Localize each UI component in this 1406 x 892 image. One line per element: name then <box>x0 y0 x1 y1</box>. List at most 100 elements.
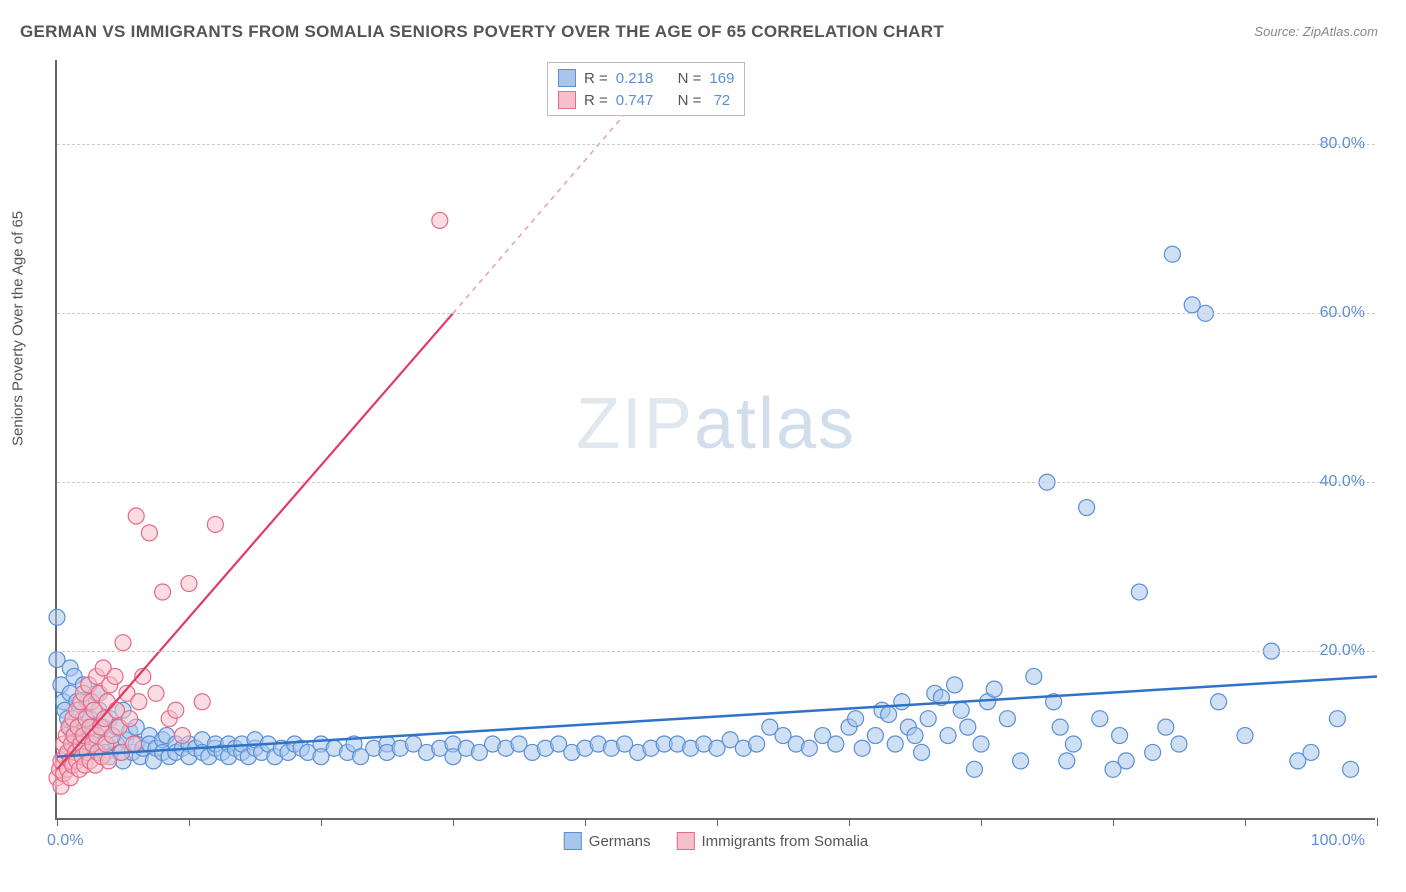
source-label: Source: <box>1254 24 1299 39</box>
data-point <box>1112 728 1128 744</box>
r-label-2: R = <box>584 92 608 109</box>
chart-source: Source: ZipAtlas.com <box>1254 24 1378 39</box>
n-label: N = <box>678 70 702 87</box>
data-point <box>1131 584 1147 600</box>
data-point <box>947 677 963 693</box>
data-point <box>1211 694 1227 710</box>
data-point <box>986 681 1002 697</box>
data-point <box>828 736 844 752</box>
data-point <box>181 576 197 592</box>
data-point <box>1158 719 1174 735</box>
x-axis-label-max: 100.0% <box>1311 832 1365 850</box>
data-point <box>49 609 65 625</box>
data-point <box>174 728 190 744</box>
chart-svg <box>57 60 1375 818</box>
y-tick-label: 80.0% <box>1320 135 1365 153</box>
data-point <box>867 728 883 744</box>
data-point <box>1059 753 1075 769</box>
data-point <box>1329 711 1345 727</box>
y-tick-label: 60.0% <box>1320 304 1365 322</box>
swatch-pink-icon <box>558 91 576 109</box>
data-point <box>194 694 210 710</box>
data-point <box>999 711 1015 727</box>
data-point <box>1052 719 1068 735</box>
y-axis-title: Seniors Poverty Over the Age of 65 <box>10 211 27 446</box>
data-point <box>848 711 864 727</box>
y-tick-label: 40.0% <box>1320 473 1365 491</box>
x-tick <box>585 818 586 826</box>
x-tick <box>717 818 718 826</box>
data-point <box>122 711 138 727</box>
data-point <box>432 212 448 228</box>
data-point <box>1092 711 1108 727</box>
data-point <box>914 744 930 760</box>
data-point <box>1303 744 1319 760</box>
legend-top: R = 0.218 N = 169 R = 0.747 N = 72 <box>547 62 745 116</box>
data-point <box>148 685 164 701</box>
data-point <box>854 740 870 756</box>
legend-label-somalia: Immigrants from Somalia <box>701 833 868 850</box>
data-point <box>953 702 969 718</box>
legend-label-germans: Germans <box>589 833 651 850</box>
data-point <box>1013 753 1029 769</box>
n-value-pink: 72 <box>709 92 730 109</box>
x-tick <box>321 818 322 826</box>
swatch-pink-icon-2 <box>676 832 694 850</box>
data-point <box>1343 761 1359 777</box>
data-point <box>894 694 910 710</box>
data-point <box>168 702 184 718</box>
grid-line <box>57 482 1375 483</box>
y-tick-label: 20.0% <box>1320 642 1365 660</box>
data-point <box>881 706 897 722</box>
x-tick <box>453 818 454 826</box>
x-tick <box>57 818 58 826</box>
legend-bottom: Germans Immigrants from Somalia <box>564 832 868 850</box>
x-axis-label-min: 0.0% <box>47 832 83 850</box>
data-point <box>131 694 147 710</box>
data-point <box>960 719 976 735</box>
x-tick <box>1245 818 1246 826</box>
x-tick <box>189 818 190 826</box>
legend-top-row-pink: R = 0.747 N = 72 <box>558 89 734 111</box>
data-point <box>801 740 817 756</box>
data-point <box>1164 246 1180 262</box>
swatch-blue-icon <box>558 69 576 87</box>
data-point <box>107 668 123 684</box>
grid-line <box>57 313 1375 314</box>
chart-title: GERMAN VS IMMIGRANTS FROM SOMALIA SENIOR… <box>20 22 944 42</box>
data-point <box>920 711 936 727</box>
r-label: R = <box>584 70 608 87</box>
r-value-pink: 0.747 <box>616 92 654 109</box>
data-point <box>155 584 171 600</box>
legend-top-row-blue: R = 0.218 N = 169 <box>558 67 734 89</box>
data-point <box>1026 668 1042 684</box>
trend-line <box>57 313 453 769</box>
data-point <box>749 736 765 752</box>
data-point <box>1065 736 1081 752</box>
grid-line <box>57 651 1375 652</box>
plot-area: ZIPatlas R = 0.218 N = 169 R = 0.747 N =… <box>55 60 1375 820</box>
x-tick <box>849 818 850 826</box>
x-tick <box>1113 818 1114 826</box>
data-point <box>141 525 157 541</box>
data-point <box>126 736 142 752</box>
swatch-blue-icon-2 <box>564 832 582 850</box>
grid-line <box>57 144 1375 145</box>
data-point <box>1237 728 1253 744</box>
data-point <box>907 728 923 744</box>
r-value-blue: 0.218 <box>616 70 654 87</box>
data-point <box>115 635 131 651</box>
source-value: ZipAtlas.com <box>1303 24 1378 39</box>
data-point <box>887 736 903 752</box>
n-label-2: N = <box>678 92 702 109</box>
data-point <box>128 508 144 524</box>
n-value-blue: 169 <box>709 70 734 87</box>
x-tick <box>1377 818 1378 826</box>
legend-item-germans: Germans <box>564 832 651 850</box>
data-point <box>973 736 989 752</box>
data-point <box>1118 753 1134 769</box>
data-point <box>207 516 223 532</box>
data-point <box>1145 744 1161 760</box>
data-point <box>1079 500 1095 516</box>
data-point <box>966 761 982 777</box>
